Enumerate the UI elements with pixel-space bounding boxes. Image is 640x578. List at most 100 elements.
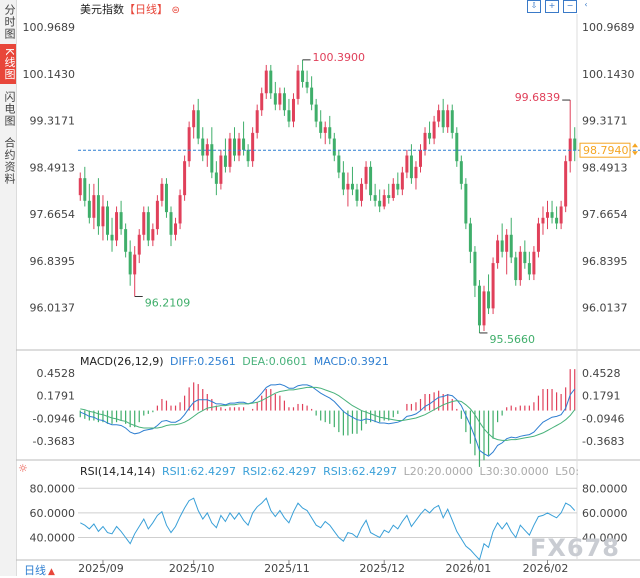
rsi-y-tick-right: 40.0000 xyxy=(582,532,628,545)
download-icon[interactable]: ⇩ xyxy=(527,0,541,13)
candle-body xyxy=(237,138,241,156)
candle-body xyxy=(83,178,87,201)
candle-body xyxy=(391,183,395,198)
macd-y-tick-right: 0.4528 xyxy=(582,367,621,380)
candle-body xyxy=(532,251,536,275)
candle-body xyxy=(205,144,209,156)
candle-body xyxy=(124,229,128,252)
candle-body xyxy=(518,251,522,281)
annotation-high-label: 99.6839 xyxy=(515,91,561,104)
down-arrow-icon xyxy=(632,151,638,156)
candle-body xyxy=(314,104,318,122)
candle-body xyxy=(255,110,259,133)
x-tick-label: 2025/09 xyxy=(78,562,124,575)
candle-body xyxy=(287,110,291,122)
rsi-y-tick-right: 80.0000 xyxy=(582,482,628,495)
candle-body xyxy=(405,155,409,173)
l50-label: L50: xyxy=(555,465,580,478)
candle-body xyxy=(133,254,137,275)
candle-body xyxy=(242,138,246,150)
chart-title: 美元指数 xyxy=(80,3,124,16)
period-select-label: 日线 xyxy=(24,564,46,577)
period-select-button[interactable]: 日线 ▲ xyxy=(24,562,55,578)
y-tick-label-right: 98.4913 xyxy=(582,161,628,174)
candle-body xyxy=(128,251,132,275)
tab-flash[interactable]: 闪电图 xyxy=(3,91,16,127)
y-tick-label-right: 96.8395 xyxy=(582,255,628,268)
y-tick-label-left: 96.0137 xyxy=(30,302,76,315)
candle-body xyxy=(273,93,277,105)
candle-body xyxy=(196,110,200,139)
candle-body xyxy=(96,195,100,227)
y-tick-label-left: 99.3171 xyxy=(30,115,76,128)
period-label[interactable]: 【日线】 xyxy=(124,3,168,16)
candle-body xyxy=(183,161,187,196)
candle-body xyxy=(432,121,436,139)
candle-body xyxy=(360,183,364,201)
settings-icon[interactable]: ⊜ xyxy=(171,5,180,16)
candle-body xyxy=(455,132,459,162)
candle-body xyxy=(396,183,400,190)
macd-dea-line xyxy=(80,386,576,441)
candle-body xyxy=(264,70,268,94)
candle-body xyxy=(105,206,109,235)
candle-body xyxy=(527,263,531,275)
tab-contract-info[interactable]: 合约资料 xyxy=(3,137,16,185)
candle-body xyxy=(310,87,314,105)
candle-body xyxy=(87,200,91,218)
candle-body xyxy=(346,183,350,190)
candle-body xyxy=(482,291,486,326)
macd-y-tick-left: -0.0946 xyxy=(33,412,75,425)
zoom-out-icon[interactable]: − xyxy=(563,0,577,13)
x-tick-label: 2026/02 xyxy=(523,562,569,575)
candle-body xyxy=(382,195,386,207)
annotation-low-label: 96.2109 xyxy=(145,296,191,309)
candle-body xyxy=(269,70,273,94)
y-tick-label-right: 97.6654 xyxy=(582,208,628,221)
macd-y-tick-left: 0.4528 xyxy=(37,367,76,380)
candle-body xyxy=(296,70,300,99)
zoom-in-icon[interactable]: + xyxy=(545,0,559,13)
candle-body xyxy=(155,200,159,230)
candle-body xyxy=(192,110,196,128)
candle-body xyxy=(355,189,359,201)
rsi-header: RSI(14,14,14) RSI1:62.4297 RSI2:62.4297 … xyxy=(80,465,579,478)
macd-dif-line xyxy=(80,383,576,457)
fullscreen-icon[interactable]: ‹ xyxy=(584,0,588,9)
l20-label: L20:20.0000 xyxy=(403,465,473,478)
y-tick-label-right: 100.1430 xyxy=(582,68,635,81)
rsi2-label: RSI2:62.4297 xyxy=(242,465,317,478)
tab-time-sharing[interactable]: 分时图 xyxy=(3,4,16,40)
candle-body xyxy=(446,110,450,128)
candle-body xyxy=(414,166,418,179)
current-price-label: 98.7940 xyxy=(583,144,629,157)
candle-body xyxy=(332,138,336,156)
candle-body xyxy=(228,138,232,167)
candle-body xyxy=(305,81,309,88)
candle-body xyxy=(373,195,377,201)
candle-body xyxy=(201,138,205,156)
candle-body xyxy=(505,234,509,252)
candle-body xyxy=(418,149,422,167)
watermark-logo: FX678 xyxy=(530,534,620,562)
candle-body xyxy=(541,217,545,224)
candle-body xyxy=(328,127,332,139)
macd-dea-label: DEA:0.0601 xyxy=(242,355,308,368)
rsi3-label: RSI3:62.4297 xyxy=(323,465,398,478)
candle-body xyxy=(559,206,563,224)
rsi-y-tick-left: 80.0000 xyxy=(30,482,76,495)
macd-y-tick-left: 0.1791 xyxy=(37,390,76,403)
candle-body xyxy=(210,144,214,173)
candle-body xyxy=(500,240,504,252)
candle-body xyxy=(477,285,481,326)
rsi-settings-icon[interactable]: ☼ xyxy=(18,462,28,475)
candle-body xyxy=(428,132,432,139)
candle-body xyxy=(160,183,164,201)
candle-body xyxy=(233,138,237,156)
macd-y-tick-right: 0.1791 xyxy=(582,390,621,403)
candle-body xyxy=(101,206,105,227)
candle-body xyxy=(291,98,295,122)
tab-kline[interactable]: K线图 xyxy=(0,44,16,84)
rsi-y-tick-right: 60.0000 xyxy=(582,507,628,520)
candle-body xyxy=(364,166,368,184)
